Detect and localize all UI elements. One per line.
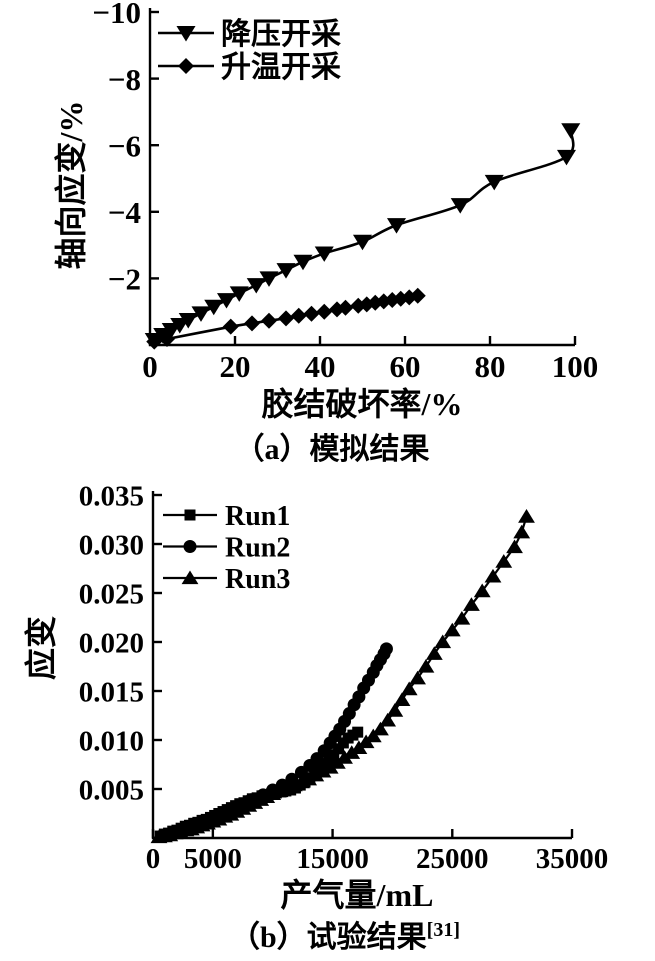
triangle-down-marker-icon — [450, 198, 470, 214]
triangle-up-marker-icon — [400, 681, 418, 696]
triangle-up-marker-icon — [386, 703, 404, 717]
y-tick-label: 0.005 — [79, 774, 144, 806]
triangle-up-marker-icon — [417, 659, 435, 673]
diamond-marker-icon — [146, 333, 163, 350]
triangle-up-marker-icon — [495, 554, 513, 568]
triangle-up-marker-icon — [518, 509, 535, 523]
triangle-down-marker-icon — [556, 149, 577, 166]
diamond-marker-icon — [303, 305, 320, 322]
x-tick-label: 0 — [142, 349, 158, 384]
triangle-down-marker-icon — [276, 263, 296, 279]
triangle-up-marker-icon — [473, 583, 491, 598]
x-tick-label: 35000 — [536, 843, 609, 875]
triangle-up-marker-icon — [434, 634, 452, 649]
circle-marker-icon — [379, 642, 393, 656]
y-tick-label: 0.030 — [79, 529, 144, 561]
chart-a-ylabel: 轴向应变/% — [53, 101, 89, 270]
diamond-marker-icon — [278, 310, 294, 327]
y-tick-label: 0.025 — [79, 578, 144, 610]
x-tick-label: 100 — [552, 349, 599, 384]
x-tick-label: 25000 — [416, 843, 489, 875]
y-tick-label: 0.010 — [79, 725, 144, 757]
triangle-down-marker-icon — [246, 278, 266, 294]
triangle-up-marker-icon — [379, 712, 397, 727]
diamond-marker-icon — [409, 287, 426, 304]
triangle-down-marker-icon — [191, 306, 211, 322]
x-tick-label: 5000 — [184, 843, 242, 875]
square-marker-icon — [184, 509, 196, 521]
triangle-up-marker-icon — [506, 539, 523, 554]
triangle-down-marker-icon — [352, 234, 373, 251]
x-tick-label: 80 — [475, 349, 506, 384]
diamond-marker-icon — [337, 299, 354, 316]
triangle-up-marker-icon — [372, 721, 389, 736]
x-tick-label: 15000 — [296, 843, 369, 875]
y-tick-label: 0.015 — [79, 676, 144, 708]
legend-item-label: 降压开采 — [221, 18, 341, 51]
axis-spines — [151, 491, 572, 840]
triangle-up-marker-icon — [393, 692, 411, 706]
chart-b-caption: （b）试验结果[31] — [230, 919, 460, 954]
triangle-up-marker-icon — [425, 646, 443, 660]
series-line-Run3 — [158, 516, 528, 839]
triangle-up-marker-icon — [364, 728, 382, 743]
square-marker-icon — [352, 726, 364, 738]
diamond-marker-icon — [290, 307, 307, 324]
triangle-down-marker-icon — [204, 299, 224, 316]
triangle-down-marker-icon — [259, 271, 279, 287]
diamond-marker-icon — [261, 312, 277, 329]
y-tick-label: −6 — [108, 128, 141, 163]
triangle-up-marker-icon — [409, 670, 426, 685]
chart-b-plot-area: 0 5000 15000 25000 35000 0.005 0.010 0.015 0.020… — [79, 480, 609, 875]
triangle-up-marker-icon — [513, 524, 531, 539]
x-tick-label: 20 — [220, 349, 251, 384]
triangle-down-marker-icon — [229, 286, 249, 302]
chart-b: 应变 产气量/mL （b）试验结果[31] 0 5000 15000 25000 350… — [23, 480, 609, 954]
triangle-down-marker-icon — [561, 123, 581, 139]
legend-item-label: 升温开采 — [221, 51, 341, 84]
chart-a: 轴向应变/% 胶结破坏率/% （a）模拟结果 0 20 40 60 80 100 −2 −4 −… — [53, 0, 598, 466]
chart-b-caption-reference: [31] — [427, 919, 460, 941]
diamond-marker-icon — [244, 315, 260, 332]
triangle-down-marker-icon — [176, 26, 196, 42]
y-tick-label: −4 — [108, 195, 141, 230]
chart-b-caption-text: （b）试验结果 — [230, 920, 427, 954]
y-tick-label: −10 — [92, 0, 141, 30]
y-tick-label: −8 — [108, 62, 141, 97]
legend-item-label: Run1 — [225, 501, 290, 532]
chart-a-xlabel: 胶结破坏率/% — [262, 386, 463, 422]
triangle-down-marker-icon — [314, 246, 334, 262]
x-tick-label: 60 — [390, 349, 421, 384]
diamond-marker-icon — [159, 331, 175, 348]
triangle-up-marker-icon — [463, 597, 480, 611]
triangle-up-marker-icon — [484, 568, 502, 583]
x-tick-label: 40 — [305, 349, 336, 384]
triangle-up-marker-icon — [443, 622, 461, 637]
y-tick-label: 0.020 — [79, 627, 144, 659]
triangle-up-marker-icon — [181, 570, 199, 585]
x-tick-label: 0 — [146, 843, 161, 875]
triangle-down-marker-icon — [386, 218, 407, 234]
legend-item-label: Run3 — [225, 564, 290, 595]
diamond-marker-icon — [222, 318, 239, 335]
diamond-marker-icon — [178, 58, 194, 74]
chart-a-caption: （a）模拟结果 — [235, 432, 430, 466]
diamond-marker-icon — [316, 303, 333, 320]
triangle-down-marker-icon — [293, 254, 313, 271]
triangle-up-marker-icon — [314, 763, 332, 778]
chart-b-ylabel: 应变 — [23, 616, 59, 680]
triangle-up-marker-icon — [300, 771, 318, 786]
legend-item-label: Run2 — [225, 533, 290, 564]
y-tick-label: −2 — [108, 262, 141, 297]
triangle-up-marker-icon — [453, 610, 471, 625]
triangle-down-marker-icon — [484, 174, 504, 191]
triangle-down-marker-icon — [216, 293, 237, 309]
triangle-up-marker-icon — [307, 767, 325, 782]
circle-marker-icon — [183, 540, 197, 553]
chart-b-xlabel: 产气量/mL — [281, 877, 434, 913]
triangle-down-marker-icon — [178, 313, 198, 329]
y-tick-label: 0.035 — [79, 480, 144, 512]
